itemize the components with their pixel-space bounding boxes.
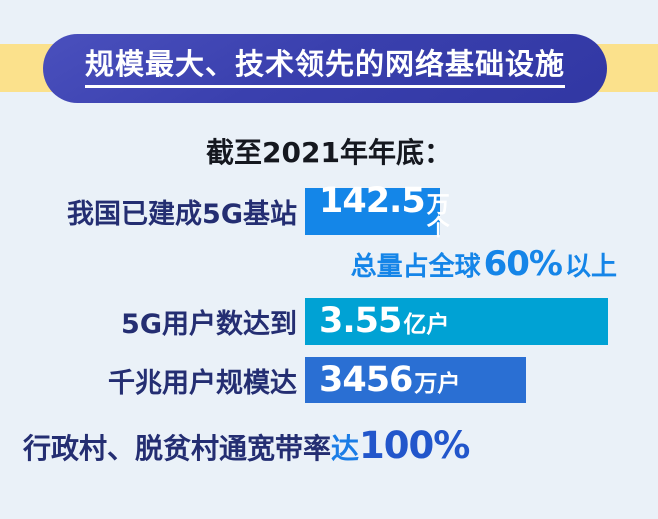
stat-row-gigabit-users: 千兆用户规模达 3456 万户 bbox=[0, 357, 658, 403]
stat-row-5g-base-stations: 我国已建成5G基站 142.5 万个 bbox=[0, 183, 658, 239]
stat-value: 3.55 bbox=[319, 301, 402, 341]
footer-value: 100% bbox=[359, 424, 470, 467]
page-title: 规模最大、技术领先的网络基础设施 bbox=[84, 48, 565, 89]
stat-value-box: 3456 万户 bbox=[305, 357, 526, 403]
header-banner: 规模最大、技术领先的网络基础设施 bbox=[43, 34, 607, 103]
as-of-date-subtitle: 截至2021年年底： bbox=[206, 136, 452, 169]
stat-unit: 万个 bbox=[426, 191, 450, 241]
stat-label: 千兆用户规模达 bbox=[108, 367, 297, 399]
stat-value: 3456 bbox=[319, 359, 413, 400]
note-suffix: 以上 bbox=[564, 252, 617, 282]
stat-unit: 万户 bbox=[414, 370, 461, 397]
stat-label: 5G用户数达到 bbox=[121, 309, 297, 340]
village-broadband-line: 行政村、脱贫村通宽带率 达 100% bbox=[23, 424, 470, 467]
footer-prefix: 行政村、脱贫村通宽带率 bbox=[23, 432, 332, 465]
footer-verb: 达 bbox=[331, 432, 360, 465]
note-value: 60% bbox=[483, 244, 563, 284]
stat-unit: 亿户 bbox=[403, 312, 450, 338]
stat-label: 我国已建成5G基站 bbox=[67, 199, 297, 230]
global-share-note: 总量占全球 60% 以上 bbox=[351, 244, 617, 284]
stat-value: 142.5 bbox=[319, 180, 426, 221]
stat-row-5g-users: 5G用户数达到 3.55 亿户 bbox=[0, 298, 658, 345]
note-prefix: 总量占全球 bbox=[350, 252, 481, 282]
stat-value-box: 142.5 万个 bbox=[305, 183, 450, 239]
stat-value-box: 3.55 亿户 bbox=[305, 298, 608, 345]
